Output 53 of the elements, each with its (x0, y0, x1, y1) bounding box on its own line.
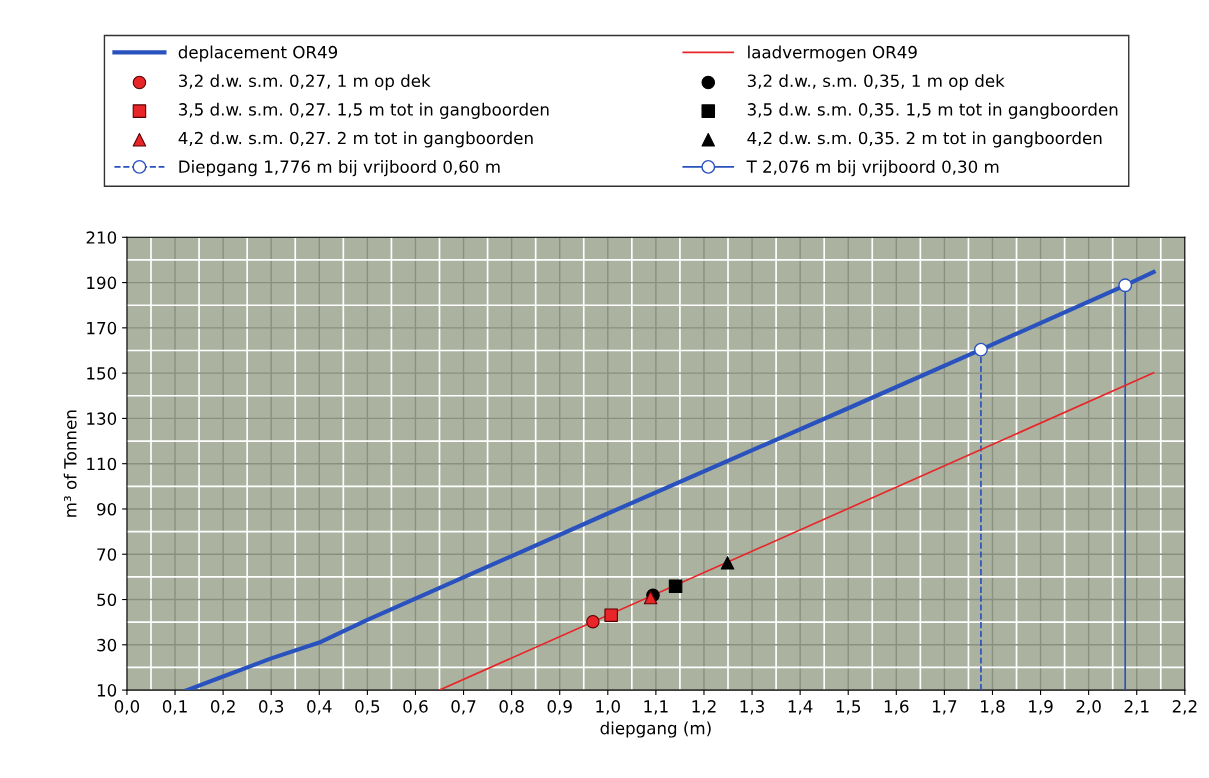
y-tick-label: 210 (86, 231, 117, 244)
x-tick-label: 0,6 (403, 700, 428, 715)
x-tick-label: 0,0 (114, 700, 140, 715)
x-tick-label: 0,7 (451, 700, 476, 715)
y-tick-label: 70 (97, 548, 117, 561)
x-tick-label: 2,0 (1076, 700, 1101, 715)
point (586, 614, 600, 629)
y-tick-label: 90 (97, 502, 117, 516)
x-tick-label: 0,4 (307, 700, 332, 715)
x-tick-label: 1,5 (836, 700, 861, 715)
y-axis-title: m³ of Tonnen (63, 410, 77, 517)
x-tick-label: 2,2 (1172, 700, 1197, 715)
x-tick-label: 0,3 (259, 700, 284, 715)
y-tick-label: 130 (87, 412, 117, 425)
legend-label: Diepgang 1,776 m bij vrijboord 0,60 m (179, 160, 500, 177)
y-tick-label: 150 (87, 367, 117, 380)
x-tick-label: 2,1 (1124, 700, 1149, 715)
y-tick-label: 30 (97, 638, 117, 652)
x-tick-label: 1,8 (981, 700, 1005, 715)
y-tick-label: 50 (97, 593, 117, 607)
x-tick-label: 1,3 (740, 700, 764, 715)
x-tick-label: 1,7 (932, 700, 957, 715)
legend-label: 3,2 d.w. s.m. 0,27, 1 m op dek (179, 74, 431, 91)
y-tick-label: 10 (97, 684, 117, 697)
x-tick-label: 1,6 (884, 700, 909, 715)
x-tick-label: 0,5 (355, 700, 380, 715)
point (720, 556, 735, 570)
point (668, 579, 683, 593)
legend-label: 3,5 d.w. s.m. 0,35. 1,5 m tot in gangboorden (747, 102, 1118, 119)
point (1118, 278, 1133, 293)
x-tick-label: 1,4 (788, 700, 813, 715)
legend-label: laadvermogen OR49 (748, 45, 917, 62)
y-tick-label: 190 (87, 276, 117, 290)
legend-label: 3,2 d.w., s.m. 0,35, 1 m op dek (747, 74, 1005, 91)
point (973, 342, 988, 357)
legend-label: 3,5 d.w. s.m. 0,27. 1,5 m tot in gangboorden (179, 102, 549, 119)
y-tick-label: 170 (87, 321, 117, 335)
x-tick-label: 1,1 (644, 700, 668, 715)
x-axis-title: diepgang (m) (600, 721, 711, 738)
legend-label: 4,2 d.w. s.m. 0,27. 2 m tot in gangboorden (178, 131, 533, 148)
line-series (184, 269, 1156, 691)
legend-label: T 2,076 m bij vrijboord 0,30 m (746, 160, 999, 177)
x-tick-label: 0,9 (547, 700, 572, 715)
point (604, 608, 618, 622)
x-tick-label: 0,2 (210, 700, 235, 715)
x-tick-label: 1,9 (1029, 700, 1053, 715)
x-tick-label: 1,2 (692, 700, 716, 715)
y-tick-label: 110 (87, 457, 117, 471)
legend-label: 4,2 d.w. s.m. 0,35. 2 m tot in gangboorden (747, 131, 1102, 148)
x-tick-label: 0,1 (162, 700, 187, 715)
x-tick-label: 1,0 (596, 700, 620, 715)
x-tick-label: 0,8 (499, 700, 524, 715)
legend-label: deplacement OR49 (178, 45, 338, 62)
